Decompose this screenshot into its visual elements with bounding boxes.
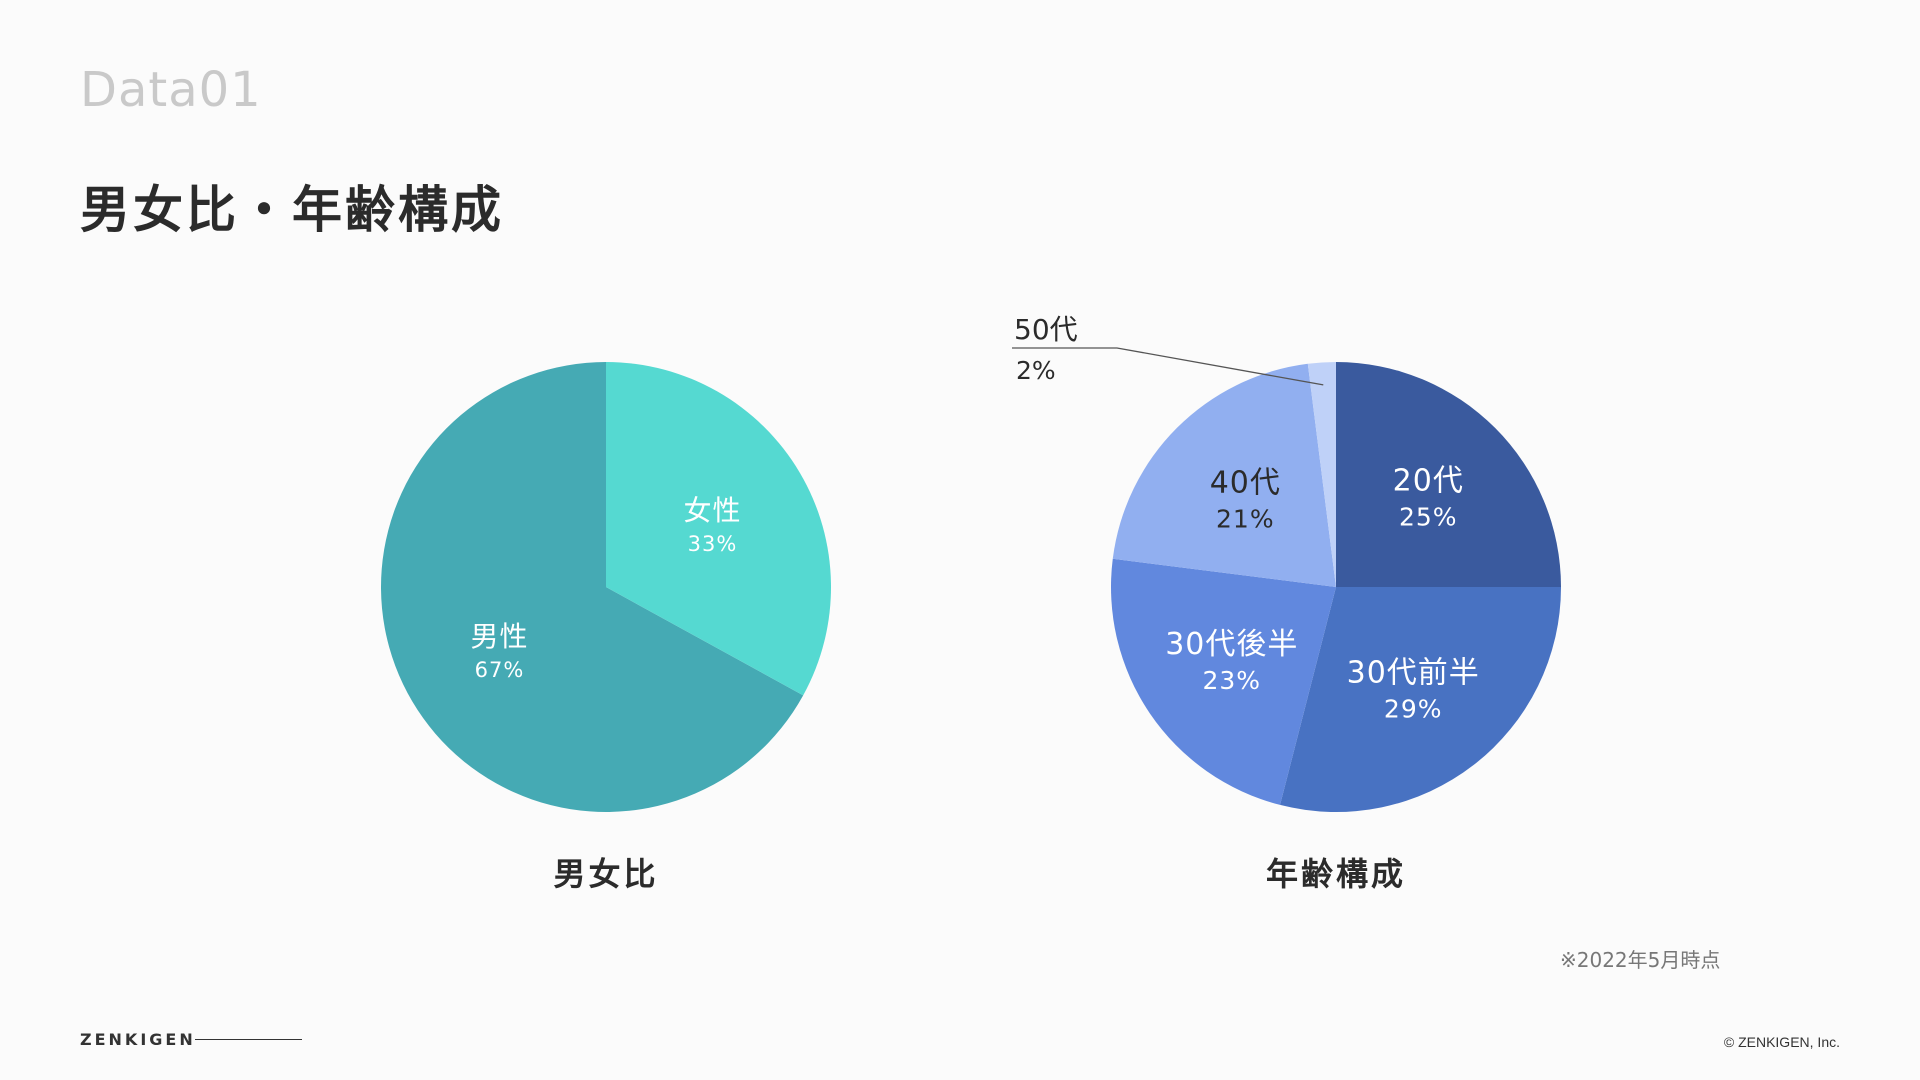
slice-value-label: 2% bbox=[1016, 356, 1056, 385]
pie-slice bbox=[1280, 587, 1561, 812]
slice-label: 30代後半 bbox=[1165, 627, 1298, 662]
footnote: ※2022年5月時点 bbox=[1560, 948, 1721, 972]
slice-value-label: 29% bbox=[1384, 695, 1443, 724]
age-pie-chart: 20代 25% 30代前半 29% 30代後半 23% 40代 21% 50代 2% 年齢構成 bbox=[1012, 313, 1561, 893]
slice-value-label: 21% bbox=[1216, 504, 1275, 533]
page-title: 男女比・年齢構成 bbox=[80, 181, 504, 239]
slice-label: 男性 bbox=[470, 620, 528, 653]
pie-slice bbox=[1307, 362, 1336, 587]
pie-slice bbox=[1336, 362, 1561, 587]
callout-leader-line bbox=[1012, 347, 1324, 386]
brand-divider bbox=[195, 1039, 302, 1040]
pie-slice bbox=[381, 362, 804, 812]
pie-slice bbox=[606, 362, 832, 696]
gender-pie-chart: 男性 67% 女性 33% 男女比 bbox=[381, 362, 832, 893]
copyright: © ZENKIGEN, Inc. bbox=[1723, 1034, 1840, 1050]
brand-logo: ZENKIGEN bbox=[80, 1030, 196, 1049]
pie-slice bbox=[1112, 363, 1336, 587]
slice-label: 女性 bbox=[684, 494, 742, 527]
chart-title: 男女比 bbox=[553, 855, 658, 893]
slice-label: 20代 bbox=[1393, 464, 1464, 499]
slice-value-label: 67% bbox=[475, 658, 525, 682]
chart-title: 年齢構成 bbox=[1266, 855, 1406, 893]
section-number: Data01 bbox=[80, 62, 262, 118]
slice-label: 50代 bbox=[1014, 313, 1078, 346]
slice-value-label: 33% bbox=[688, 532, 738, 556]
slice-label: 30代前半 bbox=[1347, 656, 1480, 691]
pie-slice bbox=[1110, 558, 1336, 805]
slice-value-label: 25% bbox=[1399, 503, 1458, 532]
slice-label: 40代 bbox=[1210, 465, 1281, 500]
slice-value-label: 23% bbox=[1202, 666, 1261, 695]
